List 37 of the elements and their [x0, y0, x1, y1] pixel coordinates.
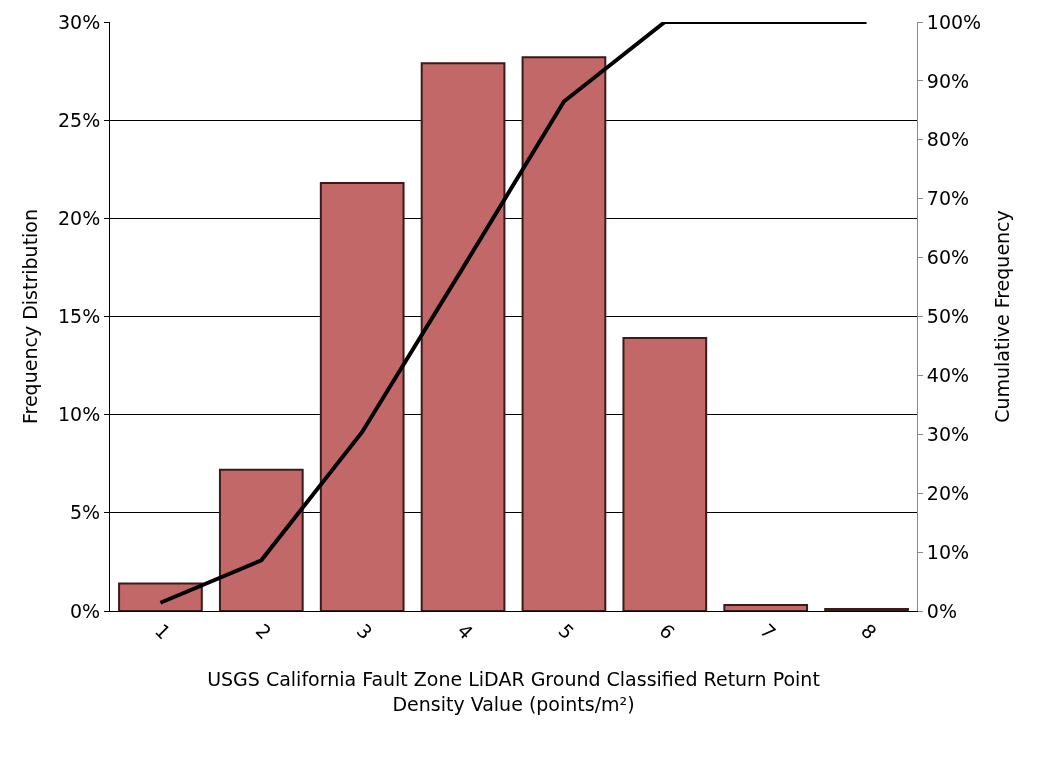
y-axis-title: Frequency Distribution — [18, 208, 41, 425]
y2-tick-label: 90% — [926, 69, 970, 92]
x-tick-label: 6 — [655, 619, 680, 644]
bar — [118, 582, 203, 611]
y-tick-label: 5% — [70, 501, 101, 524]
x-tick-label: 1 — [150, 619, 175, 644]
bar — [723, 604, 809, 611]
y2-tick-label: 70% — [926, 187, 970, 210]
x-tick-label: 8 — [857, 619, 882, 644]
y2-tick-label: 40% — [926, 364, 970, 387]
bar — [622, 337, 708, 611]
y-tick-label: 10% — [57, 403, 101, 426]
x-tick-label: 3 — [352, 619, 377, 644]
y-tick-label: 30% — [57, 10, 101, 33]
y2-tick-label: 0% — [926, 599, 957, 622]
x-tick-label: 7 — [756, 619, 781, 644]
y2-tick-label: 10% — [926, 540, 970, 563]
y2-tick-label: 30% — [926, 422, 970, 445]
y-tick-label: 0% — [70, 599, 101, 622]
x-tick-label: 2 — [251, 619, 276, 644]
y-tick-label: 15% — [57, 305, 101, 328]
y2-tick-label: 80% — [926, 128, 970, 151]
y2-axis-title: Cumulative Frequency — [990, 210, 1013, 423]
x-tick-label: 5 — [554, 619, 579, 644]
bar — [319, 181, 405, 611]
bar — [218, 468, 304, 611]
line-series — [158, 22, 869, 605]
y-tick-label: 25% — [57, 108, 101, 131]
y2-tick-label: 50% — [926, 305, 970, 328]
y2-tick-label: 20% — [926, 481, 970, 504]
y2-tick-label: 100% — [926, 10, 982, 33]
y-tick-label: 20% — [57, 206, 101, 229]
bar — [521, 56, 607, 611]
x-axis-title: USGS California Fault Zone LiDAR Ground Classified Return Point Density Value (points/m²) — [207, 668, 820, 715]
y2-tick-label: 60% — [926, 246, 970, 269]
bar — [420, 62, 506, 611]
x-tick-label: 4 — [453, 619, 478, 644]
